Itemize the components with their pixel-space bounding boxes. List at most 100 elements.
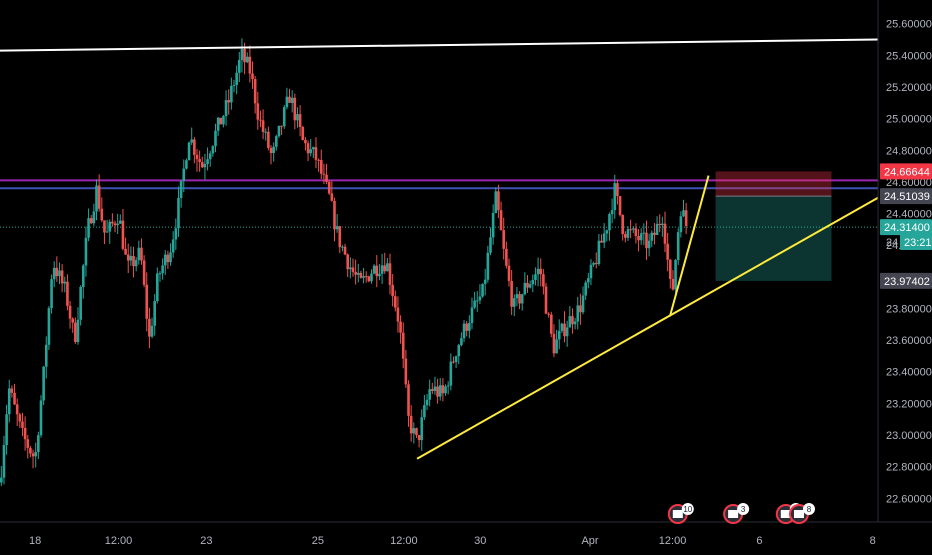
candle-body — [552, 333, 556, 354]
candle-body — [76, 319, 80, 342]
candle-body — [613, 183, 617, 211]
candle-body — [433, 386, 437, 392]
candle-body — [354, 271, 357, 275]
candle-body — [468, 323, 471, 331]
candle-body — [650, 232, 654, 241]
candle-body — [7, 388, 11, 415]
time-axis[interactable]: 18 12:00 23 25 12:00 30 Apr 12:00 6 8 — [0, 521, 932, 547]
candle-body — [21, 421, 24, 428]
candle-body — [208, 153, 212, 160]
candle-body — [95, 185, 98, 212]
candle-body — [261, 120, 265, 132]
candle-body — [526, 282, 529, 288]
event-count-bubble — [681, 503, 694, 515]
candle-body — [293, 97, 297, 121]
candle-body — [47, 308, 51, 345]
candle-body — [544, 286, 548, 314]
candle-body — [518, 294, 521, 304]
candle-body — [34, 451, 37, 457]
price-tick-label: 25.20000 — [886, 82, 932, 94]
candle-body — [319, 160, 323, 174]
candle-body — [111, 221, 114, 224]
price-tick-label: 24.40000 — [886, 209, 932, 221]
candle-body — [592, 262, 595, 265]
candle-body — [594, 262, 598, 265]
candle-body — [224, 100, 228, 117]
candle-body — [668, 259, 672, 279]
candle-body — [610, 210, 614, 215]
candle-body — [356, 272, 360, 275]
candle-body — [190, 139, 193, 143]
candle-body — [42, 366, 45, 401]
candle-body — [412, 428, 416, 434]
candle-body — [145, 284, 149, 319]
candle-body — [364, 276, 368, 278]
time-tick-label: 12:00 — [390, 535, 418, 547]
candle-body — [462, 323, 466, 339]
price-label-box — [880, 188, 932, 205]
candle-body — [489, 237, 492, 253]
drawn-lines[interactable] — [0, 38, 879, 460]
candle-body — [579, 305, 582, 313]
event-flag-icon — [793, 510, 804, 518]
candle-body — [198, 159, 201, 163]
candle-body — [497, 191, 500, 211]
candle-body — [674, 259, 677, 290]
price-label-text: 24.66644 — [884, 166, 930, 178]
short-position-box[interactable] — [715, 171, 832, 281]
price-tick-label: 23.20000 — [886, 398, 932, 410]
trend-line — [416, 196, 879, 460]
candle-body — [351, 267, 355, 272]
candle-body — [327, 181, 331, 194]
candle-body — [386, 263, 389, 272]
candle-body — [457, 345, 461, 357]
candle-body — [158, 273, 162, 275]
candle-body — [256, 103, 260, 120]
candle-body — [187, 142, 191, 161]
candle-body — [140, 247, 143, 261]
candle-body — [116, 223, 119, 226]
candle-body — [31, 453, 35, 457]
candle-body — [425, 399, 429, 406]
time-tick-label: 12:00 — [105, 535, 133, 547]
candle-body — [26, 439, 30, 448]
candle-body — [589, 264, 593, 279]
candle-body — [10, 388, 14, 393]
candle-body — [383, 265, 387, 272]
event-badges[interactable]: 10328 — [667, 503, 815, 524]
candle-body — [423, 405, 426, 418]
candle-body — [193, 139, 196, 155]
candle-body — [245, 56, 249, 63]
candle-body — [512, 298, 516, 307]
candle-body — [647, 240, 651, 249]
candle-body — [335, 226, 339, 230]
candle-body — [330, 193, 334, 201]
candle-body — [415, 428, 418, 436]
candle-body — [211, 146, 215, 154]
candle-body — [407, 384, 410, 416]
candle-body — [317, 159, 320, 161]
price-tick-label: 24.80000 — [886, 145, 932, 157]
candle-body — [446, 385, 450, 387]
candle-body — [333, 200, 336, 230]
candle-body — [528, 284, 532, 288]
candle-body — [608, 214, 611, 231]
candle-body — [401, 332, 405, 359]
candle-body — [671, 278, 675, 290]
price-label-text: 23:21 — [904, 237, 932, 249]
candle-body — [507, 265, 511, 281]
candle-body — [642, 232, 646, 234]
stop-loss-zone — [715, 171, 832, 197]
candle-body — [621, 215, 624, 235]
candle-body — [481, 283, 484, 297]
price-axis[interactable]: 25.60000 25.40000 25.20000 25.00000 24.80000… — [877, 0, 932, 522]
candle-body — [148, 318, 151, 337]
candle-body — [499, 210, 503, 231]
candle-body — [494, 191, 498, 213]
candle-body — [312, 147, 315, 150]
candle-body — [314, 147, 318, 160]
candle-body — [557, 330, 561, 340]
candle-body — [658, 223, 662, 226]
